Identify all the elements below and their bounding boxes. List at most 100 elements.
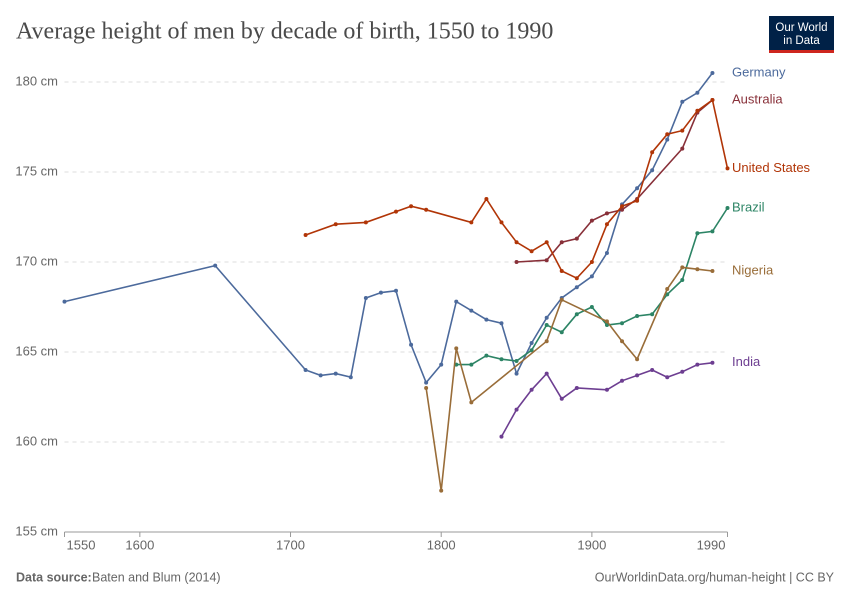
point (559, 240, 564, 245)
point (333, 371, 338, 376)
point (695, 362, 700, 367)
series-line (305, 98, 729, 280)
point (665, 292, 670, 297)
point (544, 240, 549, 245)
point (499, 434, 504, 439)
point (635, 357, 640, 362)
point (559, 269, 564, 273)
point (635, 186, 640, 191)
source-label: Data source: (16, 570, 92, 584)
point (363, 296, 368, 300)
point (333, 222, 338, 227)
point (665, 375, 670, 380)
legend-label: Australia (732, 91, 783, 106)
legend-label: United States (732, 160, 811, 175)
y-tick-label: 160 cm (15, 433, 58, 448)
point (635, 314, 640, 318)
point (710, 98, 715, 102)
x-tick-label: 1800 (427, 537, 456, 552)
series-line (500, 362, 713, 437)
point (469, 220, 474, 225)
point (559, 297, 564, 302)
point (650, 150, 655, 155)
point (725, 166, 730, 171)
point (665, 132, 670, 137)
point (544, 371, 549, 376)
legend-label: Germany (732, 64, 786, 79)
point (394, 288, 398, 293)
point (409, 204, 414, 209)
point (710, 360, 715, 365)
point (454, 299, 459, 304)
point (604, 387, 609, 392)
point (303, 368, 308, 372)
point (469, 400, 474, 405)
point (695, 90, 700, 95)
y-tick-label: 155 cm (15, 523, 58, 538)
point (363, 220, 368, 225)
point (650, 368, 655, 372)
point (574, 285, 579, 290)
point (544, 339, 549, 344)
point (454, 346, 459, 351)
x-tick-label: 1700 (276, 537, 305, 552)
point (589, 260, 594, 264)
logo-bar (769, 50, 834, 53)
series-line (64, 72, 714, 385)
point (650, 312, 655, 317)
point (680, 278, 685, 282)
point (514, 407, 519, 412)
point (589, 218, 594, 223)
point (544, 315, 549, 320)
point (303, 233, 308, 237)
point (635, 198, 640, 203)
point (665, 287, 670, 291)
y-tick-label: 170 cm (15, 253, 58, 268)
point (529, 348, 534, 353)
footer-right: OurWorldinData.org/human-height | CC BY (595, 570, 835, 584)
series-line (516, 99, 713, 263)
point (680, 369, 685, 374)
point (499, 321, 504, 326)
point (695, 231, 700, 236)
point (604, 319, 609, 324)
point (680, 128, 685, 133)
point (484, 353, 489, 358)
point (499, 220, 504, 225)
point (680, 146, 685, 151)
point (544, 323, 549, 327)
point (529, 387, 534, 392)
source: Baten and Blum (2014) (92, 570, 221, 584)
point (529, 249, 534, 254)
point (424, 207, 429, 212)
legend-label: Nigeria (732, 262, 774, 277)
point (424, 380, 429, 385)
y-tick-label: 175 cm (15, 163, 58, 178)
point (695, 108, 700, 113)
series-line (425, 266, 713, 491)
point (620, 339, 625, 344)
point (439, 362, 444, 367)
point (499, 357, 504, 362)
chart-title: Average height of men by decade of birth… (16, 19, 553, 45)
point (424, 386, 429, 390)
point (378, 290, 383, 295)
point (514, 240, 519, 245)
point (635, 373, 640, 378)
point (574, 312, 579, 317)
point (469, 362, 474, 367)
point (695, 267, 700, 272)
logo-text: in Data (783, 35, 820, 47)
y-tick-label: 165 cm (15, 343, 58, 358)
point (680, 265, 685, 270)
logo-text: Our World (775, 22, 827, 34)
point (514, 260, 519, 264)
point (574, 386, 579, 390)
point (620, 207, 625, 212)
point (439, 488, 444, 493)
point (529, 341, 534, 345)
x-tick-label: 1990 (697, 537, 726, 552)
point (318, 373, 323, 378)
point (620, 204, 625, 209)
